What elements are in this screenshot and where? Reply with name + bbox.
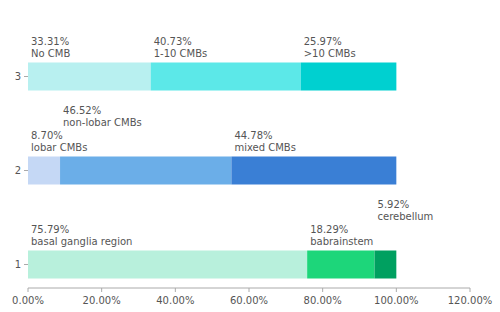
data-label: 75.79%basal ganglia region [31,224,132,247]
bar-segment [60,157,231,185]
data-labels: 75.79%basal ganglia region 18.29%babrains… [31,36,433,247]
x-tick [322,288,323,292]
x-tick-label: 60.00% [230,295,268,306]
data-label: 25.97%>10 CMBs [304,36,356,59]
data-label: 5.92%cerebellum [378,199,434,222]
y-tick-label: 2 [15,165,21,176]
bar-segment [231,157,396,185]
y-tick [24,264,28,265]
data-label: 8.70%lobar CMBs [31,130,87,153]
x-tick [175,288,176,292]
bar-segment [28,63,151,91]
x-tick [101,288,102,292]
y-tick-label: 1 [15,259,21,270]
bars [28,63,396,279]
x-tick [470,288,471,292]
data-label: 44.78%mixed CMBs [234,130,296,153]
x-tick-label: 100.00% [374,295,419,306]
data-label: 46.52%non-lobar CMBs [63,105,142,128]
data-label: 40.73%1-10 CMBs [154,36,208,59]
bar-segment [28,157,60,185]
bar-segment [375,251,397,279]
x-tick-label: 80.00% [304,295,342,306]
x-tick-label: 40.00% [156,295,194,306]
y-tick-label: 3 [15,71,21,82]
x-tick [249,288,250,292]
x-tick-label: 0.00% [12,295,44,306]
data-label: 18.29%babrainstem [310,224,373,247]
x-tick-label: 120.00% [448,295,493,306]
x-tick [396,288,397,292]
x-tick-label: 20.00% [83,295,121,306]
chart: 0.00% 20.00% 40.00% 60.00% 80.00% 100.00% 120.… [0,0,500,312]
data-label: 33.31%No CMB [31,36,70,59]
bar-segment [307,251,374,279]
x-tick [28,288,29,292]
y-tick [24,76,28,77]
bar-segment [301,63,397,91]
y-tick [24,170,28,171]
bar-segment [151,63,301,91]
bar-segment [28,251,307,279]
